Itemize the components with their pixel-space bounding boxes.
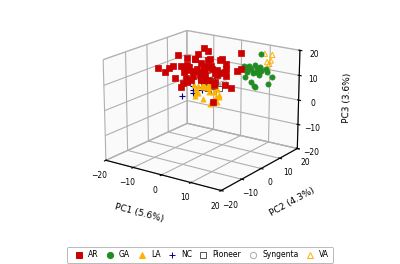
X-axis label: PC1 (5.6%): PC1 (5.6%) bbox=[114, 202, 164, 224]
Y-axis label: PC2 (4.3%): PC2 (4.3%) bbox=[268, 186, 316, 218]
Legend: AR, GA, LA, NC, Pioneer, Syngenta, VA: AR, GA, LA, NC, Pioneer, Syngenta, VA bbox=[67, 247, 333, 263]
